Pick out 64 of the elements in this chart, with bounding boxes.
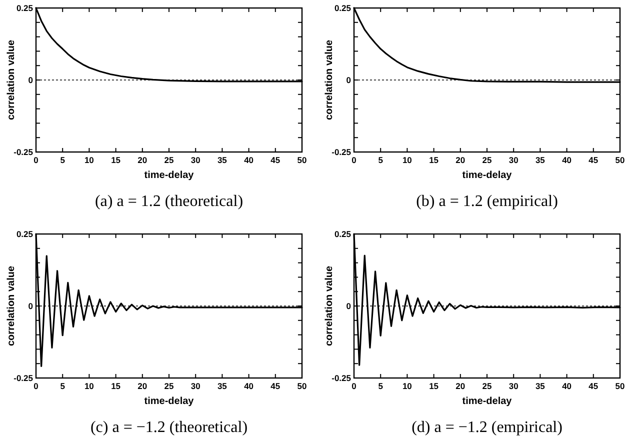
y-tick-label: 0 <box>28 75 34 85</box>
x-tick-label: 15 <box>111 381 121 391</box>
x-tick-label: 35 <box>217 381 228 391</box>
x-tick-label: 25 <box>482 381 492 391</box>
x-tick-label: 15 <box>429 155 439 165</box>
x-tick-label: 10 <box>84 381 94 391</box>
text: (a) a = 1.2 (theoretical) <box>94 193 244 210</box>
y-tick-label: 0 <box>28 301 34 311</box>
x-tick-label: 10 <box>402 155 412 165</box>
x-tick-label: 50 <box>615 155 625 165</box>
x-axis-title: time-delay <box>144 170 194 181</box>
x-tick-label: 50 <box>297 381 307 391</box>
x-tick-label: 5 <box>378 381 384 391</box>
x-tick-label: 45 <box>270 155 280 165</box>
x-tick-label: 25 <box>164 155 174 165</box>
x-tick-label: 45 <box>588 155 598 165</box>
x-tick-label: 25 <box>164 381 174 391</box>
y-tick-label: -0.25 <box>14 147 34 157</box>
text: (c) a = −1.2 (theoretical) <box>90 419 248 436</box>
x-tick-label: 20 <box>138 155 148 165</box>
x-tick-label: 40 <box>562 381 572 391</box>
x-tick-label: 20 <box>138 381 148 391</box>
y-tick-label: -0.25 <box>332 373 352 383</box>
x-tick-label: 45 <box>588 381 598 391</box>
x-tick-label: 20 <box>456 381 466 391</box>
x-tick-label: 15 <box>111 155 121 165</box>
x-tick-label: 25 <box>482 155 492 165</box>
x-tick-label: 5 <box>378 155 384 165</box>
x-tick-label: 35 <box>535 155 546 165</box>
x-tick-label: 30 <box>508 381 519 391</box>
text: (d) a = −1.2 (empirical) <box>412 419 562 436</box>
x-tick-label: 50 <box>615 381 625 391</box>
x-tick-label: 35 <box>217 155 228 165</box>
y-tick-label: 0.25 <box>334 3 352 13</box>
y-tick-label: 0.25 <box>334 229 352 239</box>
x-tick-label: 40 <box>244 381 254 391</box>
x-tick-label: 15 <box>429 381 439 391</box>
x-tick-label: 10 <box>84 155 94 165</box>
text: (b) a = 1.2 (empirical) <box>416 193 558 210</box>
x-tick-label: 35 <box>535 381 546 391</box>
y-tick-label: 0 <box>346 301 352 311</box>
x-tick-label: 45 <box>270 381 280 391</box>
x-tick-label: 30 <box>508 155 519 165</box>
x-tick-label: 5 <box>60 381 66 391</box>
x-axis-title: time-delay <box>144 396 194 407</box>
y-axis-title: correlation value <box>6 40 17 120</box>
y-axis-title: correlation value <box>324 40 335 120</box>
y-tick-label: -0.25 <box>14 373 34 383</box>
x-tick-label: 30 <box>190 381 201 391</box>
y-axis-title: correlation value <box>324 266 335 346</box>
x-tick-label: 40 <box>244 155 254 165</box>
x-tick-label: 40 <box>562 155 572 165</box>
x-tick-label: 30 <box>190 155 201 165</box>
x-tick-label: 20 <box>456 155 466 165</box>
y-axis-title: correlation value <box>6 266 17 346</box>
x-tick-label: 10 <box>402 381 412 391</box>
x-axis-title: time-delay <box>462 396 512 407</box>
y-tick-label: -0.25 <box>332 147 352 157</box>
x-axis-title: time-delay <box>462 170 512 181</box>
x-tick-label: 50 <box>297 155 307 165</box>
y-tick-label: 0.25 <box>16 229 34 239</box>
x-tick-label: 5 <box>60 155 66 165</box>
y-tick-label: 0.25 <box>16 3 34 13</box>
y-tick-label: 0 <box>346 75 352 85</box>
